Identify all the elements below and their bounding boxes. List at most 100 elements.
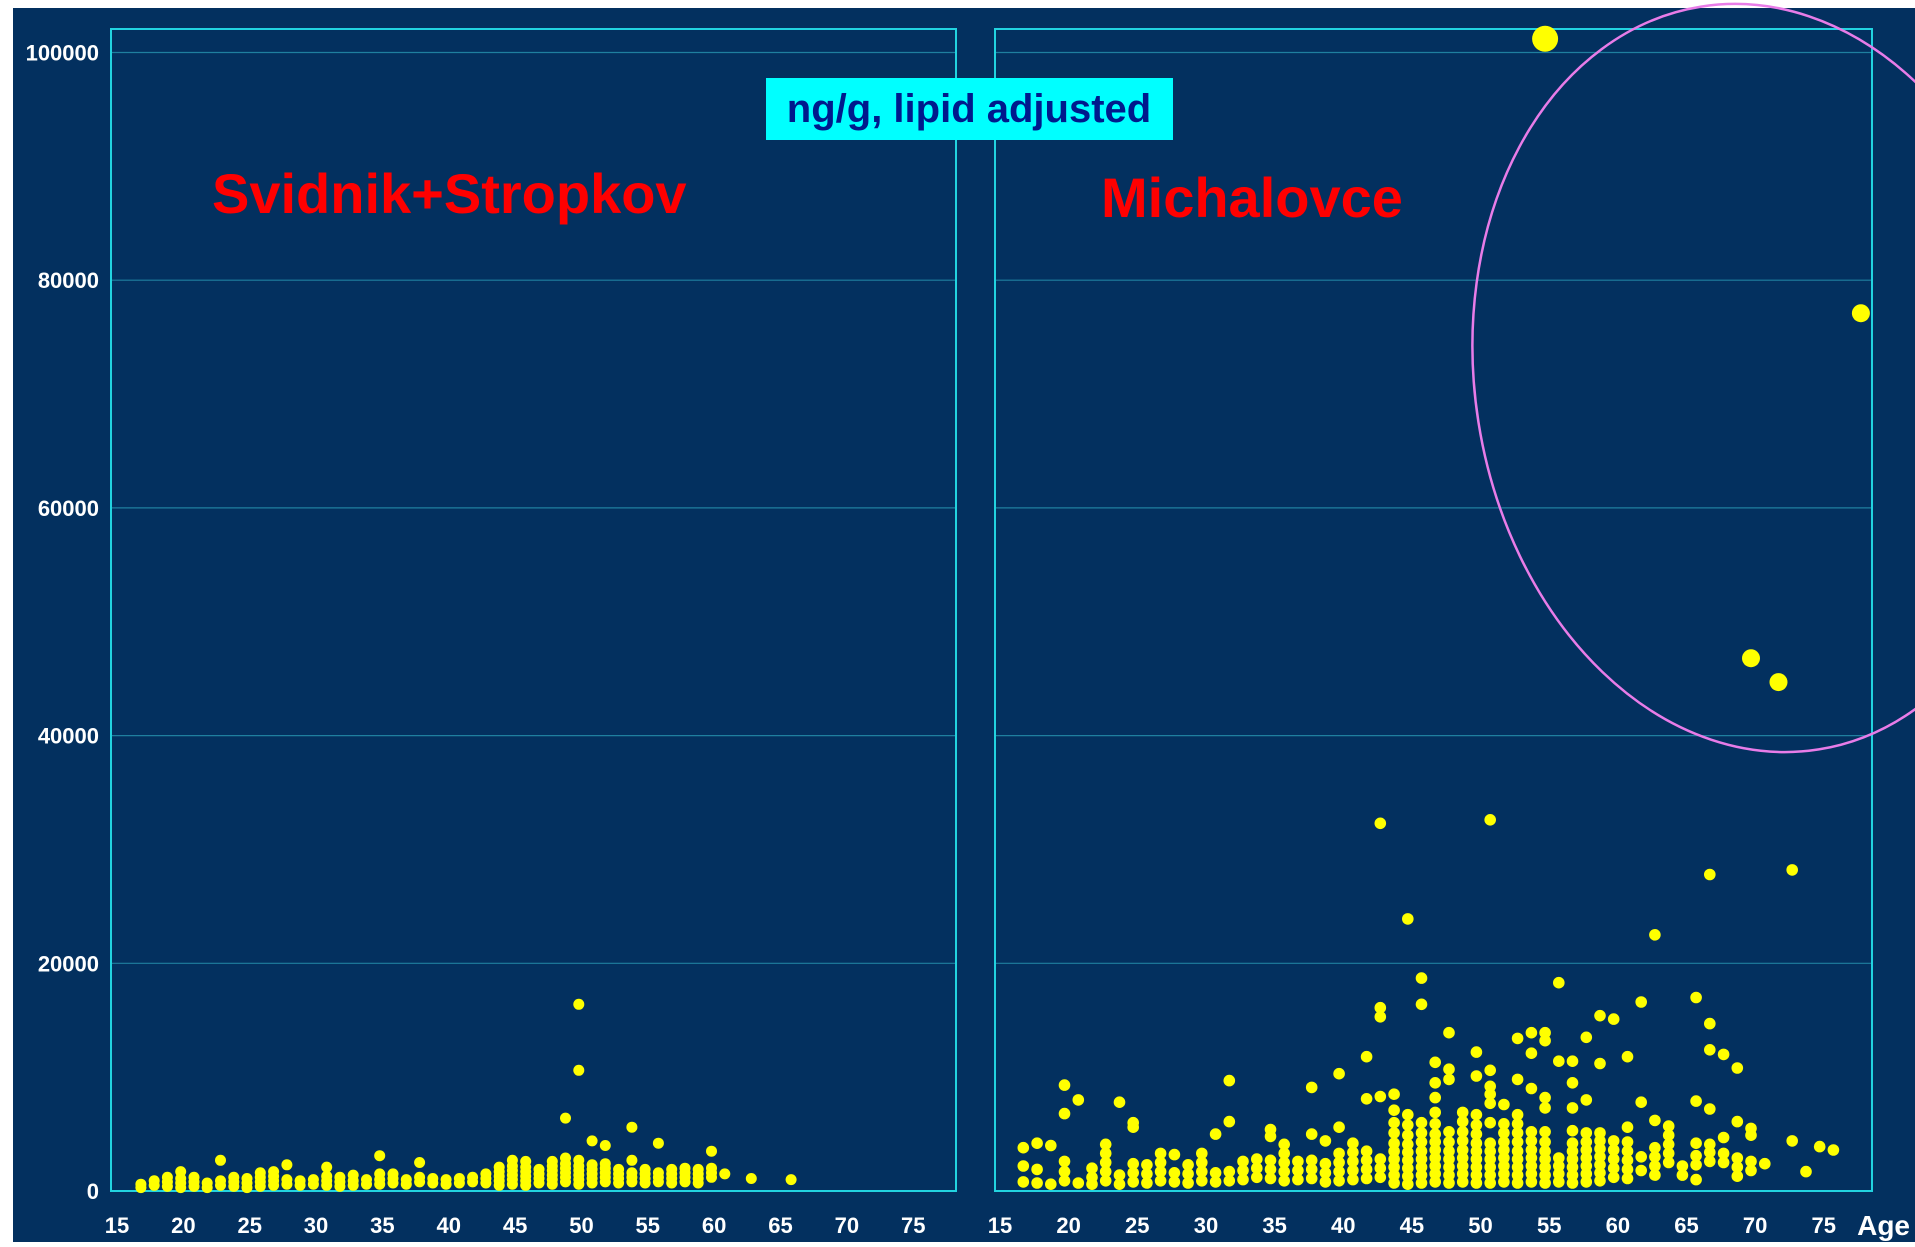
- data-point-panel-2: [1058, 1107, 1071, 1120]
- data-point-panel-2: [1333, 1175, 1345, 1187]
- data-point-panel-2: [1017, 1160, 1030, 1172]
- data-point-panel-1: [599, 1140, 611, 1151]
- data-point-panel-1: [453, 1173, 465, 1184]
- panel-frames: [110, 28, 1873, 1192]
- data-point-panel-2: [1360, 1172, 1373, 1185]
- x-tick-label-panel-2: 25: [1125, 1213, 1149, 1238]
- data-point-panel-2: [1443, 1063, 1455, 1075]
- data-point-panel-2: [1127, 1176, 1139, 1188]
- unit-label-text: ng/g, lipid adjusted: [787, 87, 1151, 131]
- data-point-panel-2: [1374, 1171, 1387, 1184]
- data-point-panel-1: [520, 1155, 532, 1167]
- data-point-panel-2: [1539, 1169, 1551, 1181]
- data-point-panel-2: [1264, 1163, 1277, 1176]
- data-point-panel-2: [1415, 1116, 1428, 1129]
- data-point-panel-2: [1851, 304, 1870, 323]
- data-point-panel-2: [1182, 1168, 1194, 1180]
- data-point-panel-1: [493, 1161, 505, 1173]
- data-point-panel-2: [1717, 1131, 1730, 1144]
- y-tick-labels: 0 20000 40000 60000 80000 100000: [26, 41, 99, 1205]
- data-point-panel-2: [1456, 1106, 1469, 1119]
- data-point-panel-2: [1704, 1138, 1716, 1151]
- data-point-panel-2: [1566, 1077, 1579, 1089]
- data-point-panel-2: [1099, 1138, 1112, 1151]
- data-point-panel-2: [1580, 1160, 1593, 1172]
- x-tick-label-panel-2: 70: [1743, 1213, 1767, 1238]
- data-point-panel-1: [706, 1162, 717, 1174]
- data-point-panel-2: [1168, 1176, 1181, 1188]
- data-point-panel-1: [334, 1171, 346, 1183]
- data-point-panel-2: [1539, 1091, 1551, 1104]
- data-point-panel-1: [387, 1168, 399, 1180]
- data-point-panel-2: [1099, 1147, 1112, 1160]
- data-point-panel-2: [1525, 1144, 1538, 1156]
- data-point-panel-1: [785, 1174, 797, 1186]
- data-point-panel-2: [1058, 1155, 1071, 1168]
- x-tick-label-panel-2: 40: [1331, 1213, 1355, 1238]
- x-tick-label-panel-1: 25: [237, 1213, 261, 1238]
- data-point-panel-1: [161, 1171, 173, 1183]
- y-tick-label: 80000: [38, 268, 99, 293]
- data-point-panel-2: [1662, 1120, 1675, 1132]
- data-point-panel-1: [321, 1161, 333, 1173]
- data-point-panel-2: [1511, 1136, 1524, 1148]
- data-point-panel-2: [1031, 1137, 1043, 1149]
- data-point-panel-2: [1374, 1153, 1387, 1165]
- data-point-panel-2: [1031, 1177, 1043, 1189]
- data-point-panel-2: [1209, 1167, 1222, 1179]
- data-point-panel-2: [1498, 1127, 1510, 1139]
- data-point-panel-2: [1717, 1156, 1730, 1169]
- data-point-panel-2: [1594, 1009, 1606, 1022]
- data-point-panel-2: [1539, 1102, 1551, 1114]
- data-point-panel-2: [1470, 1137, 1483, 1149]
- data-point-panel-2: [1704, 1044, 1716, 1056]
- data-point-panel-2: [1443, 1126, 1455, 1138]
- data-point-panel-2: [1443, 1161, 1455, 1173]
- data-point-panel-2: [1580, 1144, 1593, 1156]
- data-point-panel-2: [1470, 1145, 1483, 1157]
- data-point-panel-2: [1113, 1096, 1126, 1108]
- data-point-panel-2: [1580, 1136, 1593, 1148]
- data-point-panel-2: [1086, 1171, 1098, 1184]
- data-point-panel-2: [1402, 1178, 1414, 1190]
- data-point-panel-2: [1607, 1144, 1620, 1156]
- plot-background: [13, 8, 1915, 1242]
- data-point-panel-2: [1388, 1161, 1400, 1173]
- data-point-panel-2: [1402, 1119, 1414, 1131]
- data-point-panel-2: [1498, 1152, 1510, 1164]
- data-point-panel-2: [1532, 25, 1559, 52]
- data-point-panel-2: [1470, 1128, 1483, 1140]
- data-point-panel-2: [1498, 1136, 1510, 1148]
- data-point-panel-1: [626, 1167, 638, 1179]
- data-point-panel-2: [1525, 1126, 1538, 1138]
- data-point-panel-2: [1127, 1167, 1139, 1179]
- data-point-panel-2: [1676, 1160, 1689, 1172]
- data-point-panel-2: [1594, 1159, 1606, 1171]
- data-point-panel-2: [1251, 1171, 1263, 1184]
- data-point-panel-1: [321, 1170, 333, 1182]
- data-point-panel-2: [1717, 1147, 1730, 1160]
- right-panel-frame: [994, 28, 1873, 1192]
- outlier-highlight-ellipse: [1471, 2, 1915, 754]
- data-point-panel-2: [1113, 1178, 1126, 1190]
- data-point-panel-2: [1690, 1159, 1702, 1171]
- x-tick-label-panel-2: 20: [1056, 1213, 1080, 1238]
- data-point-panel-2: [1360, 1145, 1373, 1157]
- data-point-panel-2: [1017, 1176, 1030, 1188]
- data-point-panel-2: [1209, 1128, 1222, 1140]
- data-points: [135, 25, 1870, 1194]
- x-tick-label-panel-1: 35: [370, 1213, 394, 1238]
- data-point-panel-2: [1196, 1147, 1208, 1160]
- data-point-panel-2: [1525, 1176, 1538, 1188]
- data-point-panel-2: [1498, 1160, 1510, 1172]
- data-point-panel-2: [1731, 1062, 1744, 1074]
- data-point-panel-2: [1800, 1165, 1812, 1178]
- data-point-panel-2: [1443, 1026, 1455, 1039]
- data-point-panel-1: [573, 998, 585, 1010]
- data-point-panel-2: [1580, 1152, 1593, 1164]
- data-point-panel-2: [1031, 1163, 1043, 1176]
- x-tick-label-panel-1: 20: [171, 1213, 195, 1238]
- data-point-panel-2: [1415, 972, 1428, 984]
- data-point-panel-2: [1539, 1126, 1551, 1138]
- data-point-panel-1: [573, 1154, 585, 1166]
